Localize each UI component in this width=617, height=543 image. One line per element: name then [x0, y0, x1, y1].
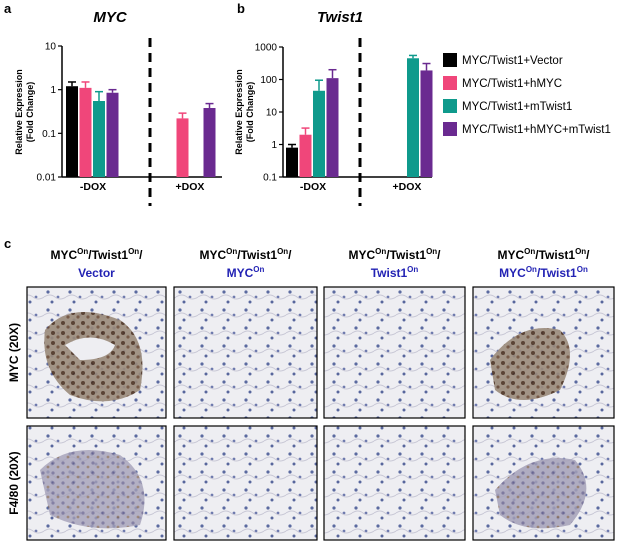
y-tick-label: 1000: [255, 43, 278, 54]
legend-swatch: [443, 122, 457, 136]
y-tick-label: 0.01: [37, 173, 57, 184]
legend-label: MYC/Twist1+hMYC+mTwist1: [462, 124, 611, 136]
header-text: /: [586, 248, 590, 262]
superscript: On: [407, 265, 418, 274]
header-text: MYC: [199, 248, 226, 262]
superscript: On: [277, 247, 288, 256]
header-text: /Twist1: [386, 248, 426, 262]
header-text: Vector: [78, 266, 115, 280]
micrograph: [323, 286, 466, 419]
bar: [313, 90, 325, 177]
superscript: On: [77, 247, 88, 256]
micrograph: [323, 425, 466, 541]
x-tick-label: -DOX: [80, 181, 106, 193]
superscript: On: [577, 265, 588, 274]
column-header: MYCOn/Twist1On/: [497, 247, 590, 262]
y-axis-label: Relative Expression: [14, 69, 24, 155]
column-header: MYCOn/Twist1On/: [348, 247, 441, 262]
y-axis-label: (Fold Change): [245, 82, 255, 143]
micrograph: [173, 286, 318, 419]
header-text: /: [139, 248, 143, 262]
header-text: MYC: [348, 248, 375, 262]
bar: [176, 118, 189, 177]
bar: [203, 108, 216, 177]
bar: [66, 86, 78, 177]
x-tick-label: +DOX: [176, 181, 205, 193]
header-text: /Twist1: [537, 266, 577, 280]
legend-label: MYC/Twist1+Vector: [462, 55, 563, 67]
column-header: MYCOn/Twist1On: [499, 265, 588, 280]
superscript: On: [426, 247, 437, 256]
y-tick-label: 10: [45, 42, 57, 53]
tissue-region: [40, 450, 145, 529]
bar: [79, 87, 92, 177]
y-tick-label: 1: [50, 85, 56, 96]
header-text: /: [288, 248, 292, 262]
y-axis-label: Relative Expression: [234, 69, 244, 155]
superscript: On: [575, 247, 586, 256]
bar: [286, 147, 298, 177]
bar: [93, 101, 105, 177]
legend-label: MYC/Twist1+hMYC: [462, 78, 562, 90]
chart-title: Twist1: [317, 9, 363, 26]
legend-swatch: [443, 99, 457, 113]
header-text: /: [437, 248, 441, 262]
header-text: MYC: [50, 248, 77, 262]
column-header: MYCOn/Twist1On/: [50, 247, 143, 262]
bar: [299, 134, 312, 177]
column-header: Twist1On: [371, 265, 419, 280]
tissue-region: [495, 458, 587, 529]
header-text: Twist1: [371, 266, 408, 280]
bar: [106, 92, 119, 177]
x-tick-label: -DOX: [300, 181, 326, 193]
panel-label: b: [237, 1, 245, 16]
bar: [420, 70, 433, 177]
row-label: MYC (20X): [7, 323, 21, 382]
header-text: MYC: [497, 248, 524, 262]
header-text: MYC: [227, 266, 254, 280]
bar: [326, 78, 339, 177]
panel-label: c: [4, 236, 11, 251]
superscript: On: [226, 247, 237, 256]
micrograph: [173, 425, 318, 541]
row-label: F4/80 (20X): [7, 451, 21, 514]
column-header: Vector: [78, 266, 115, 280]
superscript: On: [128, 247, 139, 256]
chart-title: MYC: [93, 9, 128, 26]
superscript: On: [375, 247, 386, 256]
y-axis-label: (Fold Change): [25, 82, 35, 143]
tissue-region: [65, 337, 115, 360]
y-tick-label: 100: [260, 75, 277, 86]
panel-label: a: [4, 1, 12, 16]
header-text: /Twist1: [237, 248, 277, 262]
superscript: On: [526, 265, 537, 274]
y-tick-label: 0.1: [263, 173, 277, 184]
legend-swatch: [443, 53, 457, 67]
column-header: MYCOn: [227, 265, 265, 280]
column-header: MYCOn/Twist1On/: [199, 247, 292, 262]
superscript: On: [524, 247, 535, 256]
superscript: On: [253, 265, 264, 274]
legend-label: MYC/Twist1+mTwist1: [462, 101, 572, 113]
x-tick-label: +DOX: [393, 181, 422, 193]
y-tick-label: 0.1: [42, 129, 56, 140]
y-tick-label: 10: [266, 108, 278, 119]
header-text: /Twist1: [535, 248, 575, 262]
y-tick-label: 1: [271, 140, 277, 151]
tissue-region: [490, 328, 570, 400]
bar: [407, 58, 419, 177]
header-text: /Twist1: [88, 248, 128, 262]
legend-swatch: [443, 76, 457, 90]
header-text: MYC: [499, 266, 526, 280]
